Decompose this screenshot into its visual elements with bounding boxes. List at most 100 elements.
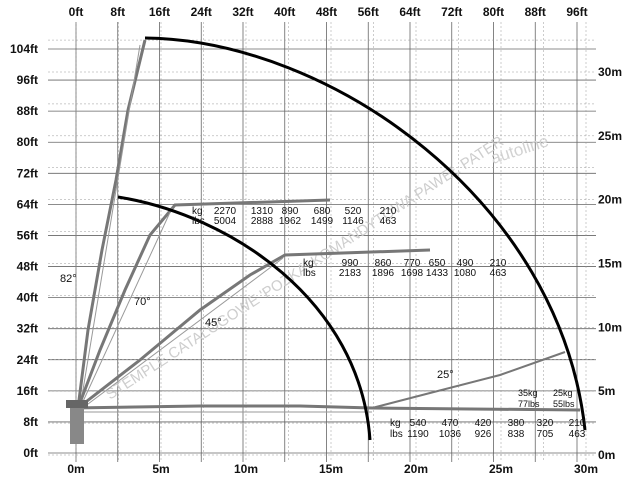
load-lbs-value: 2888: [251, 216, 274, 227]
load-kg-value: 320: [537, 418, 554, 429]
bottom-axis-tick-label: 5m: [152, 462, 169, 476]
bottom-axis-tick-label: 30m: [574, 462, 598, 476]
boom-70-deg: [76, 198, 331, 409]
bottom-axis-tick-label: 20m: [404, 462, 428, 476]
load-kg-value: 680: [314, 206, 331, 217]
load-kg-value: 2270: [214, 206, 237, 217]
load-kg-value: 540: [410, 418, 427, 429]
top-axis-tick-label: 96ft: [566, 5, 587, 19]
jib-lbs-2: 55lbs: [553, 399, 575, 409]
left-axis-tick-label: 32ft: [17, 322, 38, 336]
load-kg-value: kg: [192, 206, 203, 217]
load-kg-value: 420: [475, 418, 492, 429]
load-lbs-value: 5004: [214, 216, 237, 227]
left-axis-tick-label: 104ft: [10, 42, 38, 56]
right-axis-tick-label: 30m: [598, 65, 622, 79]
right-meter-axis: 30m 25m 20m 15m 10m 5m 0m: [598, 65, 622, 462]
angle-70-label: 70°: [134, 296, 151, 308]
angle-82-label: 82°: [60, 273, 77, 285]
jib-load-table: 35kg 25kg 77lbs 55lbs: [518, 388, 575, 409]
boom-positions: [71, 39, 581, 413]
load-kg-value: 770: [404, 258, 421, 269]
top-axis-tick-label: 24ft: [191, 5, 212, 19]
load-table-horizontal: kg 540 470 420 380 320 210 lbs 1190 1036 926 838 705…: [390, 418, 586, 440]
left-axis-tick-label: 24ft: [17, 353, 38, 367]
left-axis-tick-label: 0ft: [23, 446, 38, 460]
load-lbs-value: 1433: [426, 268, 449, 279]
bottom-axis-tick-label: 0m: [67, 462, 84, 476]
boom-45-inner: [79, 257, 284, 411]
left-axis-tick-label: 72ft: [17, 166, 38, 180]
load-lbs-value: 1080: [454, 268, 477, 279]
left-axis-tick-label: 88ft: [17, 104, 38, 118]
load-kg-value: 210: [490, 258, 507, 269]
angle-25-label: 25°: [437, 369, 454, 381]
top-axis-tick-label: 16ft: [149, 5, 170, 19]
load-lbs-value: 1499: [311, 216, 334, 227]
bottom-axis-tick-label: 10m: [234, 462, 258, 476]
bottom-axis-tick-label: 15m: [319, 462, 343, 476]
load-kg-value: 1310: [251, 206, 274, 217]
left-axis-tick-label: 48ft: [17, 260, 38, 274]
top-axis-tick-label: 40ft: [274, 5, 295, 19]
boom-horizontal: [71, 404, 581, 412]
left-axis-tick-label: 40ft: [17, 291, 38, 305]
load-kg-value: 890: [282, 206, 299, 217]
left-axis-tick-label: 80ft: [17, 135, 38, 149]
boom-82-inner: [79, 44, 141, 409]
load-lbs-value: 838: [508, 429, 525, 440]
left-feet-axis: 104ft 96ft 88ft 80ft 72ft 64ft 56ft 48ft 40ft 32f…: [10, 42, 38, 460]
top-axis-tick-label: 56ft: [358, 5, 379, 19]
load-kg-value: 210: [569, 418, 586, 429]
boom-70-inner: [79, 207, 173, 409]
top-axis-tick-label: 8ft: [110, 5, 125, 19]
envelope-inner: [117, 195, 372, 441]
envelope-outer: [144, 36, 587, 431]
grid-lines: [48, 22, 596, 462]
top-axis-tick-label: 80ft: [483, 5, 504, 19]
boom-82-deg: [76, 39, 147, 409]
load-lbs-value: 2183: [339, 268, 362, 279]
load-lbs-value: 926: [475, 429, 492, 440]
load-table-70: kg 2270 1310 890 680 520 210 lbs 5004 2888 1962 149…: [192, 206, 397, 227]
bottom-meter-axis: 0m 5m 10m 15m 20m 25m 30m: [67, 462, 598, 476]
load-kg-value: 990: [342, 258, 359, 269]
load-lbs-value: 705: [537, 429, 554, 440]
load-lbs-value: 463: [490, 268, 507, 279]
top-axis-tick-label: 32ft: [232, 5, 253, 19]
top-axis-tick-label: 48ft: [316, 5, 337, 19]
load-lbs-value: 1698: [401, 268, 424, 279]
jib-kg-2: 25kg: [553, 388, 573, 398]
load-lbs-value: 1962: [279, 216, 302, 227]
load-lbs-value: lbs: [192, 216, 205, 227]
load-kg-value: 520: [345, 206, 362, 217]
left-axis-tick-label: 16ft: [17, 384, 38, 398]
left-axis-tick-label: 64ft: [17, 197, 38, 211]
load-lbs-value: 463: [569, 429, 586, 440]
top-feet-axis: 0ft 8ft 16ft 24ft 32ft 40ft 48ft 56ft 64ft 72ft 80…: [69, 5, 588, 19]
load-lbs-value: 1036: [439, 429, 462, 440]
load-kg-value: 380: [508, 418, 525, 429]
left-axis-tick-label: 8ft: [23, 415, 38, 429]
left-axis-tick-label: 96ft: [17, 73, 38, 87]
right-axis-tick-label: 10m: [598, 320, 622, 334]
top-axis-tick-label: 0ft: [69, 5, 84, 19]
right-axis-tick-label: 25m: [598, 129, 622, 143]
load-table-45: kg 990 860 770 650 490 210 lbs 2183 1896 1698 1433 1…: [303, 258, 507, 279]
load-kg-value: 860: [375, 258, 392, 269]
right-axis-tick-label: 5m: [598, 384, 615, 398]
left-axis-tick-label: 56ft: [17, 228, 38, 242]
load-lbs-value: 1146: [342, 216, 364, 227]
load-kg-value: 650: [429, 258, 446, 269]
load-lbs-value: 1190: [407, 429, 429, 440]
load-lbs-value: lbs: [390, 429, 403, 440]
boom-45-deg: [77, 248, 431, 410]
load-kg-value: 490: [457, 258, 474, 269]
load-lbs-value: 463: [380, 216, 397, 227]
load-kg-value: 470: [442, 418, 459, 429]
jib-lbs-1: 77lbs: [518, 399, 540, 409]
load-lbs-value: lbs: [303, 268, 316, 279]
load-kg-value: kg: [303, 258, 314, 269]
